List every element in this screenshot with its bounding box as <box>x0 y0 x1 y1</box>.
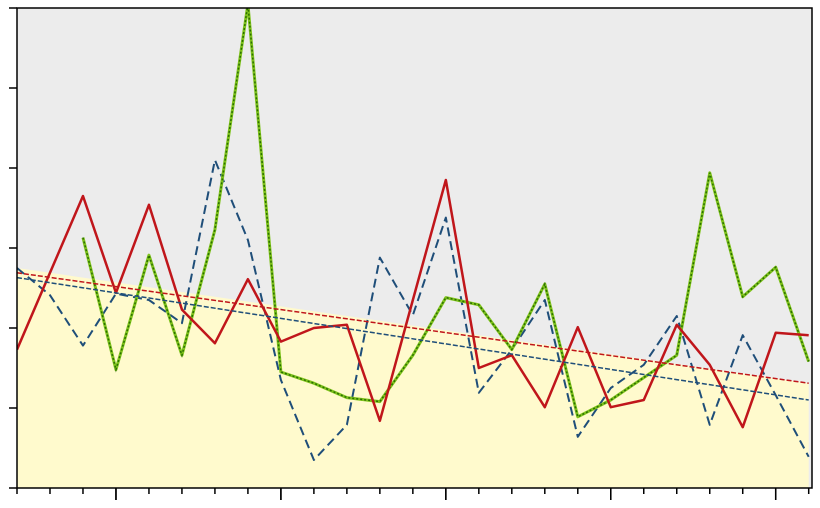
line <box>17 178 809 429</box>
area <box>17 268 809 488</box>
axes <box>9 7 810 500</box>
trend-line <box>17 272 809 384</box>
trend-line <box>17 276 809 401</box>
line-dots <box>82 8 810 418</box>
line <box>17 159 810 461</box>
plot-data <box>17 8 811 488</box>
